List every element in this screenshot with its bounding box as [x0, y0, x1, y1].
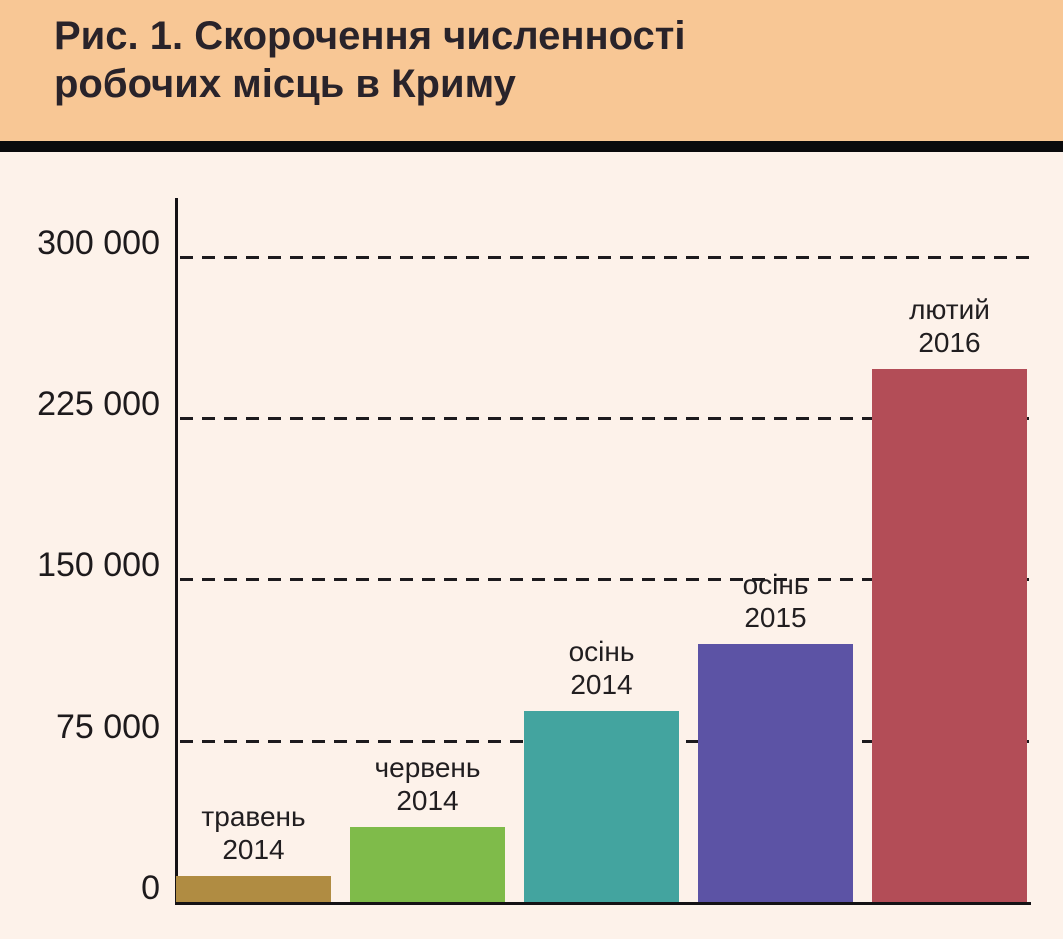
y-axis-tick-label: 150 000: [37, 546, 160, 584]
bar-label-line: 2016: [918, 327, 981, 358]
bar-june-2014: [350, 827, 505, 902]
gridline-300000: [180, 256, 1033, 259]
bar-label-may-2014: травень 2014: [144, 800, 364, 866]
y-axis-tick-label: 300 000: [37, 224, 160, 262]
bar-label-line: травень: [201, 801, 306, 832]
bar-chart: 300 000 225 000 150 000 75 000 0 травень 2014 ч…: [0, 152, 1063, 939]
y-axis-tick-label: 0: [141, 869, 160, 907]
bar-label-line: лютий: [909, 294, 990, 325]
bar-may-2014: [176, 876, 331, 902]
bar-autumn-2014: [524, 711, 679, 902]
figure-title-line-1: Рис. 1. Скорочення численності: [54, 14, 686, 58]
gridline-150000: [180, 578, 1033, 581]
bar-label-june-2014: червень 2014: [318, 751, 538, 817]
bar-label-line: осінь: [742, 569, 809, 600]
bar-label-line: червень: [374, 752, 481, 783]
bar-february-2016: [872, 369, 1027, 902]
bar-label-autumn-2014: осінь 2014: [492, 635, 712, 701]
x-axis-line: [175, 902, 1031, 905]
figure-title-line-2: робочих місць в Криму: [54, 62, 516, 106]
bar-label-line: 2014: [222, 834, 285, 865]
figure-title: Рис. 1. Скорочення численності робочих м…: [54, 12, 1014, 108]
bar-autumn-2015: [698, 644, 853, 902]
gridline-225000: [180, 417, 1033, 420]
bar-label-february-2016: лютий 2016: [840, 293, 1060, 359]
y-axis-tick-label: 75 000: [56, 708, 160, 746]
y-axis-line: [175, 198, 178, 905]
bar-label-line: 2014: [396, 785, 459, 816]
bar-label-line: 2014: [570, 669, 633, 700]
header-divider: [0, 141, 1063, 152]
bar-label-autumn-2015: осінь 2015: [666, 568, 886, 634]
figure-header: Рис. 1. Скорочення численності робочих м…: [0, 0, 1063, 141]
bar-label-line: 2015: [744, 602, 807, 633]
y-axis-tick-label: 225 000: [37, 385, 160, 423]
bar-label-line: осінь: [568, 636, 635, 667]
